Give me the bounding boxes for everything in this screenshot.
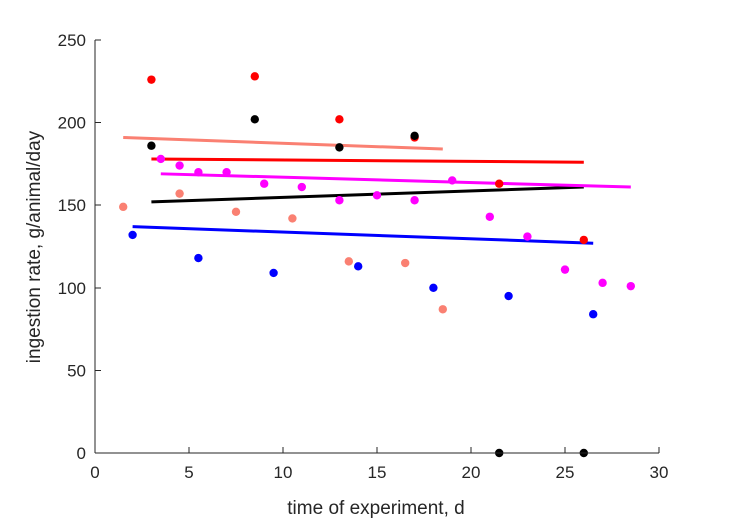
x-tick-label: 25 <box>556 463 575 482</box>
data-point-series-4 <box>372 191 382 200</box>
data-point-series-3 <box>119 202 128 212</box>
data-point-series-1 <box>147 75 156 84</box>
data-point-series-3 <box>231 207 241 217</box>
data-point-series-4 <box>626 281 635 291</box>
data-point-series-5 <box>354 262 363 271</box>
trend-line-series-1 <box>151 157 584 164</box>
data-point-series-5 <box>269 268 278 278</box>
plot-area <box>119 72 635 458</box>
y-tick-label: 250 <box>58 31 86 50</box>
data-point-series-5 <box>128 230 137 240</box>
data-point-series-4 <box>175 161 184 170</box>
data-point-series-3 <box>344 257 353 266</box>
data-point-series-5 <box>589 310 598 319</box>
data-point-series-4 <box>410 196 419 205</box>
data-point-series-2 <box>250 115 259 124</box>
data-point-series-4 <box>598 278 607 288</box>
data-point-series-4 <box>335 196 344 205</box>
y-tick-label: 150 <box>58 196 86 215</box>
data-point-series-2 <box>147 141 156 150</box>
x-tick-label: 10 <box>274 463 293 482</box>
trend-line-series-5 <box>132 225 594 245</box>
x-tick-label: 15 <box>368 463 387 482</box>
data-point-series-1 <box>335 115 344 124</box>
data-point-series-4 <box>260 179 269 188</box>
data-point-series-4 <box>194 167 203 177</box>
data-point-series-4 <box>560 265 570 274</box>
x-tick-label: 20 <box>462 463 481 482</box>
data-point-series-4 <box>156 154 165 164</box>
trend-line-series-2 <box>151 185 584 204</box>
data-point-series-3 <box>401 258 410 268</box>
data-point-series-4 <box>485 212 494 221</box>
y-tick-label: 100 <box>58 279 86 298</box>
data-point-series-1 <box>579 235 588 245</box>
data-point-series-2 <box>335 143 344 152</box>
data-point-series-1 <box>250 72 259 81</box>
y-axis-label: ingestion rate, g/animal/day <box>24 130 45 363</box>
trend-line-series-3 <box>123 135 443 151</box>
data-point-series-2 <box>410 131 419 141</box>
trend-line-series-4 <box>160 172 631 189</box>
data-point-series-5 <box>194 253 203 263</box>
data-point-series-4 <box>448 176 457 185</box>
y-tick-label: 200 <box>58 114 86 133</box>
data-point-series-3 <box>288 214 297 223</box>
data-point-series-4 <box>297 182 306 192</box>
axes: 0 5 10 15 20 25 30 0 50 100 150 200 250 <box>58 31 669 482</box>
data-point-series-5 <box>429 283 438 292</box>
x-tick-label: 30 <box>650 463 669 482</box>
y-tick-label: 0 <box>77 444 86 463</box>
data-point-series-3 <box>438 305 447 314</box>
data-point-series-4 <box>523 232 532 241</box>
y-tick-label: 50 <box>67 361 86 380</box>
x-tick-label: 0 <box>90 463 99 482</box>
data-point-series-3 <box>175 189 184 198</box>
data-point-series-1 <box>495 179 504 188</box>
x-axis-label: time of experiment, d <box>287 498 464 519</box>
data-point-series-4 <box>222 167 231 177</box>
data-point-series-5 <box>504 291 513 301</box>
x-tick-label: 5 <box>184 463 193 482</box>
